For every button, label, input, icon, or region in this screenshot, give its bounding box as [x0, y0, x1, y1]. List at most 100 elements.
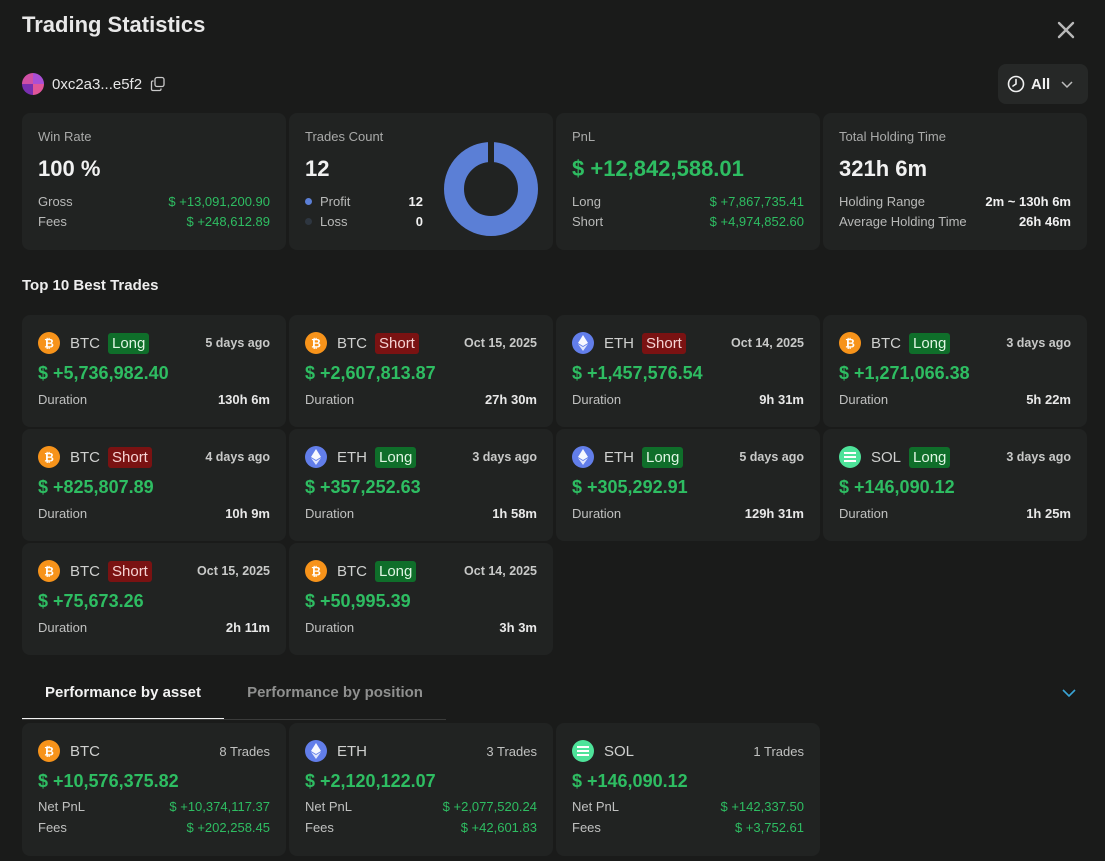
asset-card[interactable]: SOL 1 Trades $ +146,090.12 Net PnL $ +142,33…	[556, 723, 820, 856]
trade-date: Oct 15, 2025	[197, 564, 270, 578]
asset-net-pnl: $ +10,374,117.37	[169, 799, 270, 814]
chevron-down-icon[interactable]	[1060, 684, 1078, 702]
asset-trades-count: 3 Trades	[486, 743, 537, 759]
btc-icon: ₿	[38, 332, 60, 354]
btc-icon: ₿	[305, 560, 327, 582]
donut-gap	[488, 141, 494, 163]
trade-date: 5 days ago	[205, 336, 270, 350]
trade-duration: 5h 22m	[1026, 392, 1071, 407]
loss-dot	[305, 218, 312, 225]
trade-coin: BTC	[871, 334, 901, 352]
short-value: $ +4,974,852.60	[709, 214, 804, 229]
asset-pnl: $ +2,120,122.07	[305, 771, 436, 791]
asset-fees-label: Fees	[572, 820, 601, 835]
trade-coin: BTC	[337, 562, 367, 580]
trade-side-badge: Short	[108, 560, 152, 582]
trade-duration: 1h 58m	[492, 506, 537, 521]
asset-fees: $ +42,601.83	[460, 820, 537, 835]
gross-value: $ +13,091,200.90	[168, 194, 270, 209]
btc-icon: ₿	[38, 560, 60, 582]
filter-label: All	[1031, 75, 1051, 93]
long-label: Long	[572, 194, 601, 209]
asset-net-pnl: $ +142,337.50	[720, 799, 805, 814]
asset-trades-count: 8 Trades	[219, 743, 270, 759]
asset-trades-count: 1 Trades	[753, 743, 804, 759]
trade-duration: 27h 30m	[484, 392, 537, 407]
asset-card[interactable]: ₿ BTC 8 Trades $ +10,576,375.82 Net PnL $ +10…	[22, 723, 286, 856]
trade-side-badge: Long	[909, 446, 951, 468]
holding-range-label: Holding Range	[839, 194, 926, 209]
eth-icon	[305, 740, 327, 762]
trade-card[interactable]: ₿ BTC Short 4 days ago $ +825,807.89 Duration…	[22, 429, 286, 541]
trade-side-badge: Short	[375, 332, 419, 354]
holding-time-card: Total Holding Time 321h 6m Holding Range…	[823, 113, 1087, 250]
trade-card[interactable]: SOL Long 3 days ago $ +146,090.12 Duration 1h…	[823, 429, 1087, 541]
tab-performance-by-position[interactable]: Performance by position	[247, 684, 423, 701]
trade-side-badge: Long	[108, 332, 150, 354]
trade-duration: 2h 11m	[225, 620, 270, 635]
asset-fees: $ +202,258.45	[186, 820, 271, 835]
duration-label: Duration	[572, 392, 622, 407]
win-rate-value: 100 %	[38, 156, 101, 181]
asset-card[interactable]: ETH 3 Trades $ +2,120,122.07 Net PnL $ +2,07…	[289, 723, 553, 856]
trade-coin: BTC	[70, 562, 100, 580]
performance-tabs: Performance by asset Performance by posi…	[22, 672, 1105, 720]
svg-text:₿: ₿	[311, 337, 321, 351]
trade-coin: SOL	[871, 448, 902, 466]
trade-date: Oct 14, 2025	[464, 564, 537, 578]
profit-label: Profit	[320, 194, 351, 209]
trade-date: Oct 15, 2025	[464, 336, 537, 350]
asset-coin: SOL	[604, 742, 635, 760]
trade-date: 3 days ago	[1006, 336, 1071, 350]
svg-text:₿: ₿	[44, 451, 54, 465]
btc-icon: ₿	[305, 332, 327, 354]
clock-icon	[1007, 75, 1025, 93]
avg-holding-value: 26h 46m	[1018, 214, 1071, 229]
trade-date: Oct 14, 2025	[731, 336, 804, 350]
trade-card[interactable]: ₿ BTC Long Oct 14, 2025 $ +50,995.39 Duration…	[289, 543, 553, 655]
gross-label: Gross	[38, 194, 73, 209]
trade-duration: 3h 3m	[499, 620, 537, 635]
pnl-value: $ +12,842,588.01	[572, 156, 744, 181]
page-title: Trading Statistics	[22, 12, 206, 37]
trade-pnl: $ +2,607,813.87	[305, 363, 436, 383]
holding-time-label: Total Holding Time	[839, 129, 946, 144]
trade-side-badge: Long	[375, 560, 417, 582]
trade-card[interactable]: ₿ BTC Short Oct 15, 2025 $ +2,607,813.87 Dura…	[289, 315, 553, 427]
trade-pnl: $ +146,090.12	[839, 477, 955, 497]
trade-card[interactable]: ETH Short Oct 14, 2025 $ +1,457,576.54 Durat…	[556, 315, 820, 427]
trades-count-value: 12	[305, 156, 330, 181]
trade-pnl: $ +825,807.89	[38, 477, 154, 497]
trade-card[interactable]: ₿ BTC Long 3 days ago $ +1,271,066.38 Duratio…	[823, 315, 1087, 427]
trade-card[interactable]: ETH Long 5 days ago $ +305,292.91 Duration 12…	[556, 429, 820, 541]
copy-icon[interactable]	[150, 76, 166, 92]
trade-date: 3 days ago	[472, 450, 537, 464]
trade-date: 5 days ago	[739, 450, 804, 464]
trade-side-badge: Long	[909, 332, 951, 354]
trade-card[interactable]: ETH Long 3 days ago $ +357,252.63 Duration 1h…	[289, 429, 553, 541]
trade-card[interactable]: ₿ BTC Short Oct 15, 2025 $ +75,673.26 Duratio…	[22, 543, 286, 655]
trade-coin: ETH	[604, 334, 634, 352]
btc-icon: ₿	[38, 446, 60, 468]
trade-coin: BTC	[337, 334, 367, 352]
time-filter-dropdown[interactable]: All	[998, 64, 1088, 104]
asset-fees-label: Fees	[305, 820, 334, 835]
long-value: $ +7,867,735.41	[709, 194, 804, 209]
trade-side-badge: Short	[642, 332, 686, 354]
loss-label: Loss	[320, 214, 348, 229]
svg-text:₿: ₿	[44, 565, 54, 579]
trade-card[interactable]: ₿ BTC Long 5 days ago $ +5,736,982.40 Duratio…	[22, 315, 286, 427]
trades-count-card: Trades Count 12 Profit 12 Loss 0	[289, 113, 553, 250]
trade-pnl: $ +1,457,576.54	[572, 363, 703, 383]
close-icon[interactable]	[1052, 16, 1080, 44]
asset-pnl: $ +10,576,375.82	[38, 771, 179, 791]
sol-icon	[839, 446, 861, 468]
win-rate-card: Win Rate 100 % Gross $ +13,091,200.90 Fee…	[22, 113, 286, 250]
eth-icon	[305, 446, 327, 468]
trade-duration: 130h 6m	[217, 392, 270, 407]
duration-label: Duration	[38, 506, 88, 521]
svg-text:₿: ₿	[44, 337, 54, 351]
top-trades-title: Top 10 Best Trades	[22, 277, 159, 294]
trade-side-badge: Long	[375, 446, 417, 468]
tab-performance-by-asset[interactable]: Performance by asset	[22, 672, 224, 720]
